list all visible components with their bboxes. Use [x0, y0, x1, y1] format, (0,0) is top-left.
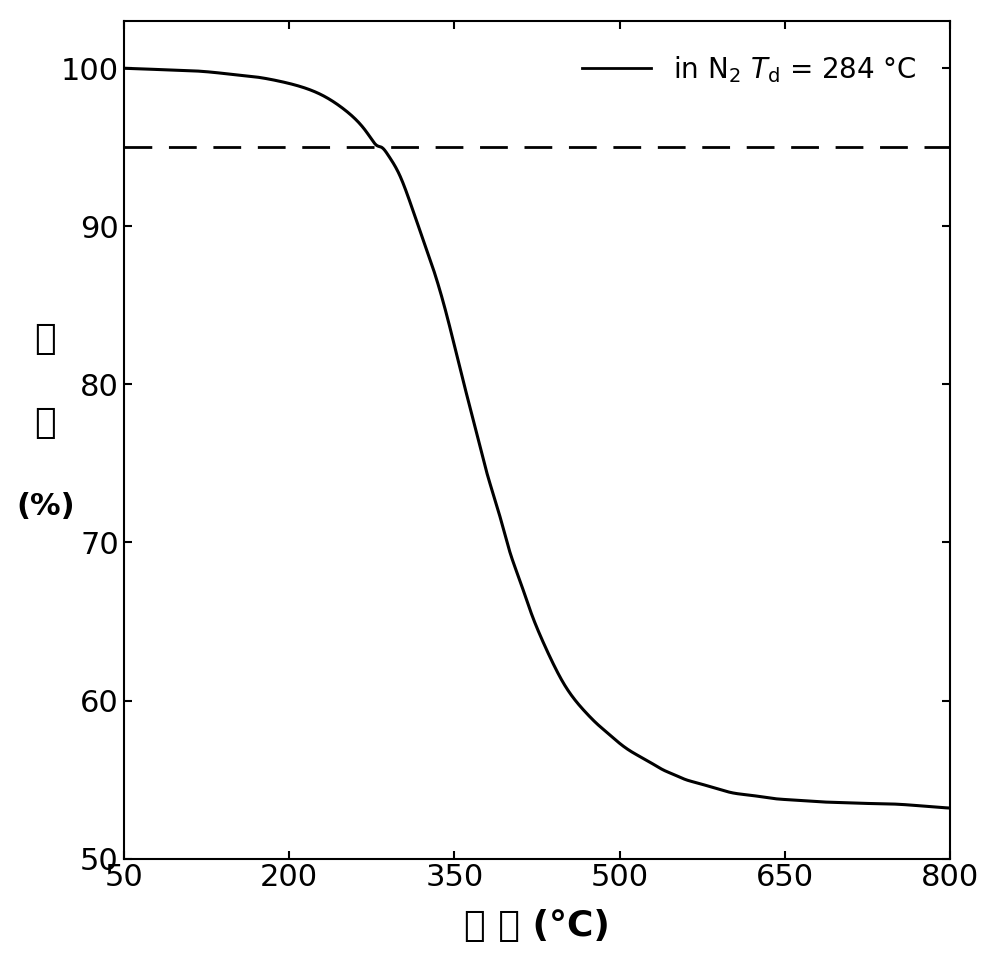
Text: (%): (%) [16, 493, 75, 522]
Legend: in N$_2$ $T_\mathrm{d}$ = 284 °C: in N$_2$ $T_\mathrm{d}$ = 284 °C [570, 43, 928, 96]
X-axis label: 温 度 (°C): 温 度 (°C) [464, 909, 610, 943]
Text: 重: 重 [34, 322, 56, 357]
Text: 量: 量 [34, 406, 56, 440]
